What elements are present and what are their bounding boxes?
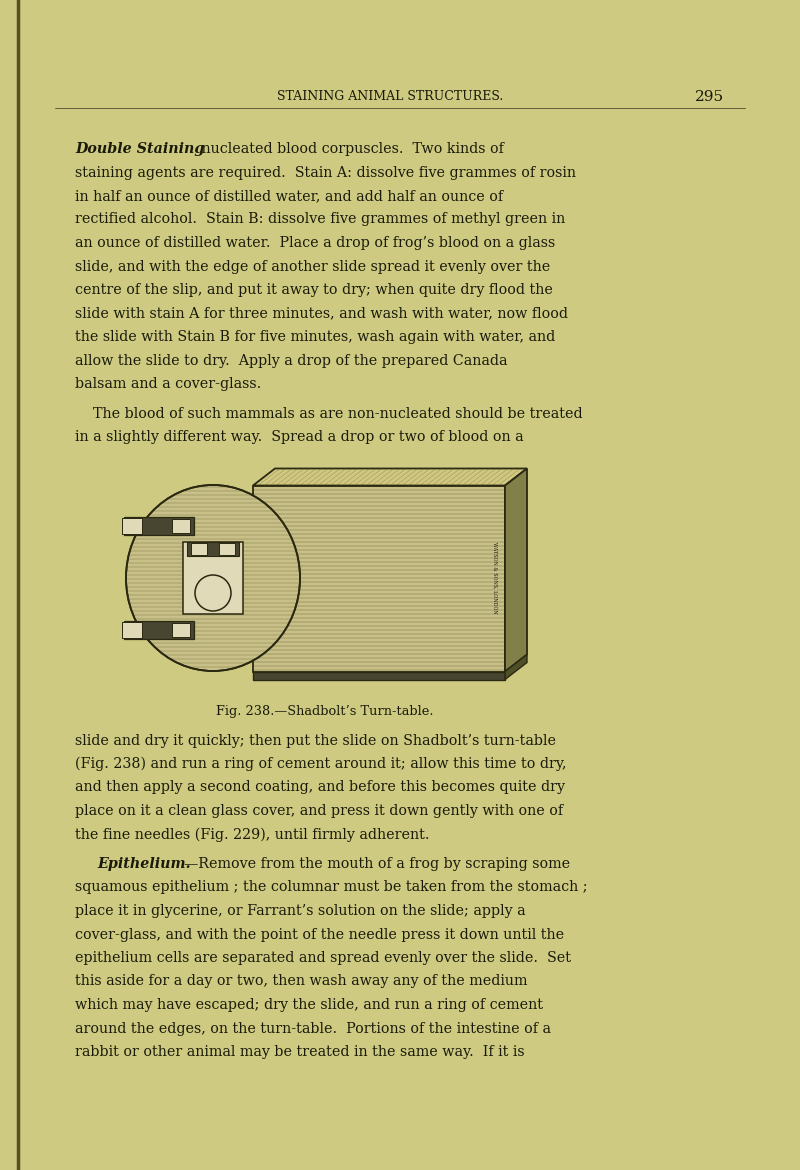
Bar [187, 542, 239, 556]
Bar [253, 672, 505, 680]
Ellipse shape [195, 574, 231, 611]
Text: The blood of such mammals as are non-nucleated should be treated: The blood of such mammals as are non-nuc… [75, 406, 582, 420]
Text: slide and dry it quickly; then put the slide on Shadbolt’s turn-table: slide and dry it quickly; then put the s… [75, 734, 556, 748]
Text: an ounce of distilled water.  Place a drop of frog’s blood on a glass: an ounce of distilled water. Place a dro… [75, 236, 555, 250]
Text: slide with stain A for three minutes, and wash with water, now flood: slide with stain A for three minutes, an… [75, 307, 568, 321]
Text: the slide with Stain B for five minutes, wash again with water, and: the slide with Stain B for five minutes,… [75, 330, 555, 344]
Text: 295: 295 [695, 90, 725, 104]
Text: balsam and a cover-glass.: balsam and a cover-glass. [75, 377, 262, 391]
Text: in a slightly different way.  Spread a drop or two of blood on a: in a slightly different way. Spread a dr… [75, 431, 524, 443]
Bar [191, 543, 207, 555]
Text: allow the slide to dry.  Apply a drop of the prepared Canada: allow the slide to dry. Apply a drop of … [75, 353, 507, 367]
Text: rabbit or other animal may be treated in the same way.  If it is: rabbit or other animal may be treated in… [75, 1045, 525, 1059]
Text: which may have escaped; dry the slide, and run a ring of cement: which may have escaped; dry the slide, a… [75, 998, 543, 1012]
Bar [253, 486, 505, 672]
Text: place it in glycerine, or Farrant’s solution on the slide; apply a: place it in glycerine, or Farrant’s solu… [75, 904, 526, 918]
Bar [172, 622, 190, 636]
Bar [183, 542, 243, 614]
Text: this aside for a day or two, then wash away any of the medium: this aside for a day or two, then wash a… [75, 975, 527, 989]
Bar [124, 517, 194, 535]
Text: squamous epithelium ; the columnar must be taken from the stomach ;: squamous epithelium ; the columnar must … [75, 881, 588, 895]
Bar [124, 621, 194, 639]
Ellipse shape [126, 486, 300, 672]
Polygon shape [505, 468, 527, 672]
Text: around the edges, on the turn-table.  Portions of the intestine of a: around the edges, on the turn-table. Por… [75, 1021, 551, 1035]
Bar [219, 543, 235, 555]
Text: Double Staining: Double Staining [75, 142, 204, 156]
Text: the fine needles (Fig. 229), until firmly adherent.: the fine needles (Fig. 229), until firml… [75, 827, 430, 842]
Text: centre of the slip, and put it away to dry; when quite dry flood the: centre of the slip, and put it away to d… [75, 283, 553, 297]
Polygon shape [253, 468, 527, 486]
Text: STAINING ANIMAL STRUCTURES.: STAINING ANIMAL STRUCTURES. [277, 90, 503, 103]
Polygon shape [505, 654, 527, 680]
Text: —Remove from the mouth of a frog by scraping some: —Remove from the mouth of a frog by scra… [184, 856, 570, 870]
Text: Epithelium.: Epithelium. [97, 856, 190, 870]
Text: (Fig. 238) and run a ring of cement around it; allow this time to dry,: (Fig. 238) and run a ring of cement arou… [75, 757, 566, 771]
Bar [122, 518, 142, 534]
Bar [122, 622, 142, 638]
Text: place on it a clean glass cover, and press it down gently with one of: place on it a clean glass cover, and pre… [75, 804, 563, 818]
Text: rectified alcohol.  Stain B: dissolve five grammes of methyl green in: rectified alcohol. Stain B: dissolve fiv… [75, 213, 566, 227]
Text: slide, and with the edge of another slide spread it evenly over the: slide, and with the edge of another slid… [75, 260, 550, 274]
Text: staining agents are required.  Stain A: dissolve five grammes of rosin: staining agents are required. Stain A: d… [75, 165, 576, 179]
Text: Fig. 238.—Shadbolt’s Turn-table.: Fig. 238.—Shadbolt’s Turn-table. [216, 706, 434, 718]
Bar [172, 519, 190, 534]
Text: nucleated blood corpuscles.  Two kinds of: nucleated blood corpuscles. Two kinds of [197, 142, 504, 156]
Text: WATSON & SONS, LONDON: WATSON & SONS, LONDON [493, 542, 498, 614]
Text: and then apply a second coating, and before this becomes quite dry: and then apply a second coating, and bef… [75, 780, 565, 794]
Text: cover-glass, and with the point of the needle press it down until the: cover-glass, and with the point of the n… [75, 928, 564, 942]
Text: in half an ounce of distilled water, and add half an ounce of: in half an ounce of distilled water, and… [75, 190, 503, 204]
Text: epithelium cells are separated and spread evenly over the slide.  Set: epithelium cells are separated and sprea… [75, 951, 571, 965]
